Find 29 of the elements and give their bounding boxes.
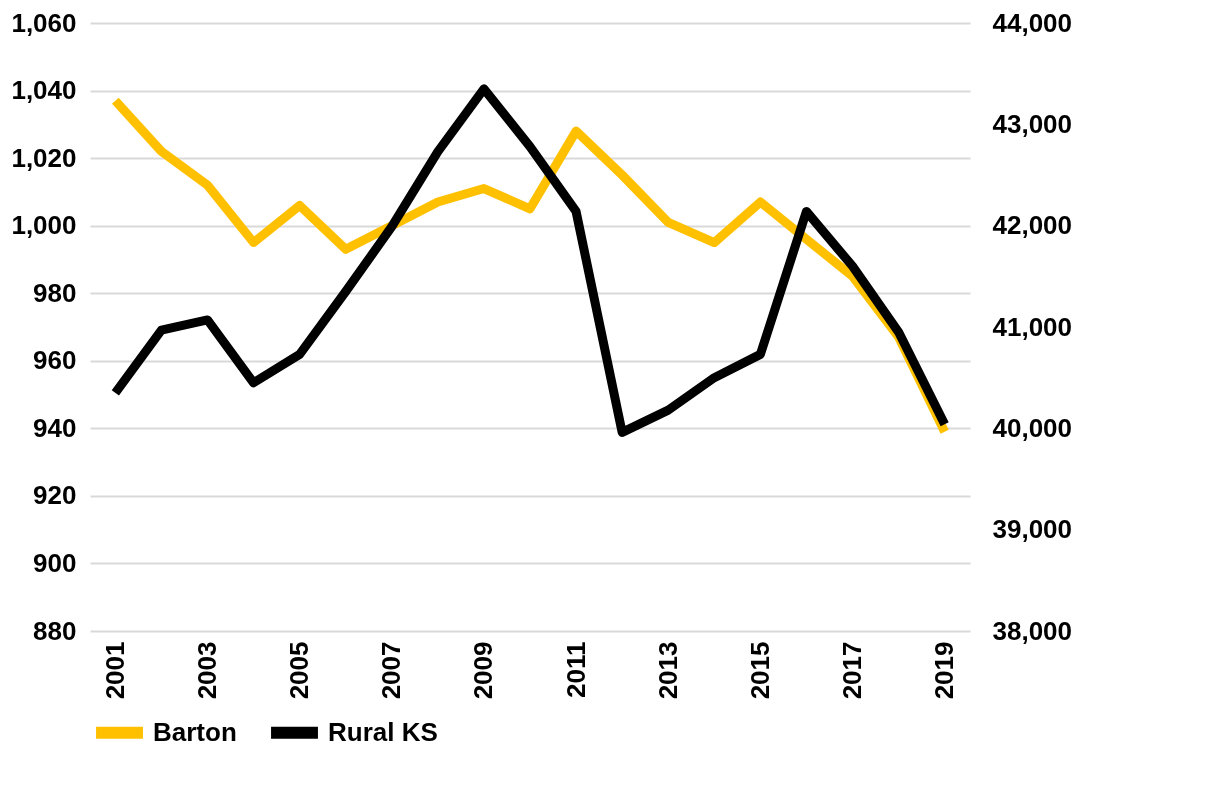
x-tick-label: 2013 (652, 641, 683, 700)
y2-tick-label: 38,000 (992, 615, 1073, 646)
y2-tick-label: 41,000 (992, 311, 1073, 342)
legend-label: Barton (153, 716, 237, 747)
legend-label: Rural KS (328, 716, 438, 747)
x-tick-label: 2009 (468, 641, 499, 700)
y-tick-label: 920 (33, 480, 77, 511)
y-tick-label: 880 (33, 615, 77, 646)
x-tick-label: 2005 (284, 641, 315, 700)
y-tick-label: 1,000 (11, 210, 77, 241)
y-tick-label: 1,040 (11, 75, 77, 106)
y-tick-label: 1,060 (11, 7, 77, 38)
y2-tick-label: 44,000 (992, 7, 1073, 38)
x-tick-label: 2007 (376, 641, 407, 700)
x-tick-label: 2015 (744, 641, 775, 700)
y-tick-label: 980 (33, 277, 77, 308)
y2-tick-label: 43,000 (992, 108, 1073, 139)
y2-tick-label: 40,000 (992, 412, 1073, 443)
y-tick-label: 1,020 (11, 142, 77, 173)
x-tick-label: 2019 (929, 641, 960, 700)
x-tick-label: 2003 (191, 641, 222, 700)
y2-tick-label: 39,000 (992, 514, 1073, 545)
y-tick-label: 960 (33, 345, 77, 376)
x-tick-label: 2001 (99, 641, 130, 700)
x-tick-label: 2011 (560, 641, 591, 698)
y-tick-label: 900 (33, 547, 77, 578)
x-tick-label: 2017 (837, 641, 868, 700)
y2-tick-label: 42,000 (992, 210, 1073, 241)
y-tick-label: 940 (33, 412, 77, 443)
